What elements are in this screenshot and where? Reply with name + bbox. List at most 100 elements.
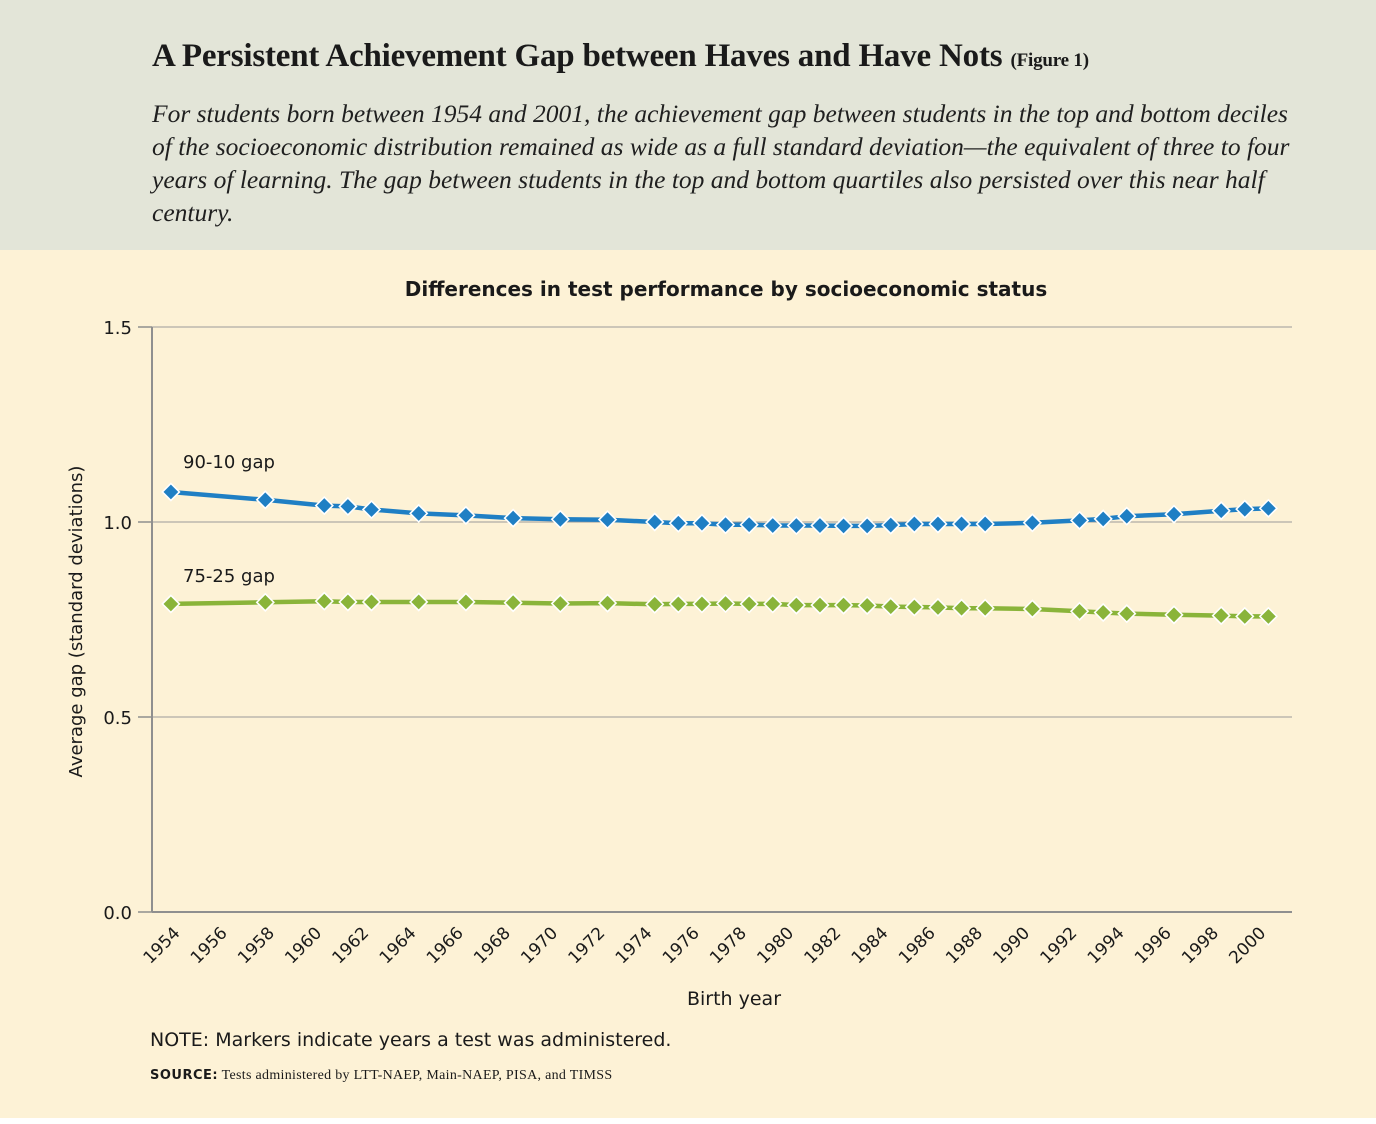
source-label: SOURCE: — [150, 1068, 219, 1083]
data-point — [668, 594, 688, 614]
figure-title-text: A Persistent Achievement Gap between Hav… — [152, 38, 1003, 74]
x-tick-label: 1964 — [376, 923, 421, 968]
data-point — [1117, 604, 1137, 624]
data-point — [503, 508, 523, 528]
data-point — [786, 515, 806, 536]
data-point — [1211, 501, 1231, 521]
data-point — [255, 490, 275, 510]
data-point — [361, 499, 382, 520]
data-point — [763, 594, 783, 614]
data-point — [255, 592, 275, 612]
labels: Differences in test performance by socio… — [66, 277, 1270, 1010]
data-point — [668, 513, 688, 533]
source-text: Tests administered by LTT-NAEP, Main-NAE… — [221, 1068, 613, 1083]
data-point — [833, 595, 854, 615]
data-point — [763, 515, 783, 536]
data-point — [833, 516, 854, 536]
data-point — [881, 596, 901, 617]
chart-note: NOTE: Markers indicate years a test was … — [150, 1029, 672, 1051]
x-tick-label: 1978 — [706, 923, 751, 968]
figure-title: A Persistent Achievement Gap between Hav… — [152, 38, 1332, 75]
x-tick-label: 1974 — [612, 923, 657, 968]
data-point — [161, 594, 181, 614]
data-point — [857, 516, 877, 536]
data-point — [314, 495, 334, 516]
figure-header: A Persistent Achievement Gap between Hav… — [0, 0, 1376, 250]
data-point — [1164, 605, 1184, 625]
x-tick-label: 1996 — [1131, 923, 1176, 968]
data-point — [904, 597, 924, 617]
data-point — [550, 593, 570, 614]
data-point — [1235, 606, 1255, 627]
data-point — [456, 592, 476, 612]
x-tick-label: 1958 — [234, 923, 279, 968]
data-point — [739, 594, 759, 614]
x-tick-label: 1990 — [989, 923, 1034, 968]
data-point — [1164, 504, 1184, 524]
data-point — [550, 509, 570, 529]
series-75-25 — [161, 591, 1279, 627]
chart-panel — [0, 250, 1376, 1118]
data-point — [928, 597, 948, 618]
data-point — [786, 595, 806, 615]
x-tick-label: 1968 — [470, 923, 515, 968]
x-tick-label: 1976 — [659, 923, 704, 968]
data-point — [1022, 599, 1043, 619]
x-tick-label: 1960 — [281, 923, 326, 968]
x-tick-label: 1994 — [1084, 923, 1129, 968]
figure-subtitle: For students born between 1954 and 2001,… — [152, 99, 1290, 227]
data-point — [338, 592, 358, 612]
data-point — [1022, 513, 1043, 533]
x-tick-label: 1966 — [423, 923, 468, 968]
data-point — [857, 595, 877, 616]
x-tick-label: 1982 — [801, 923, 846, 968]
series-90-10 — [161, 482, 1279, 536]
data-point — [928, 514, 948, 534]
data-point — [1235, 499, 1255, 519]
chart-title: Differences in test performance by socio… — [405, 277, 1048, 301]
axes — [138, 326, 1292, 913]
y-tick-label: 0.5 — [103, 708, 132, 729]
series-annotation: 75-25 gap — [183, 566, 275, 587]
x-tick-label: 1954 — [140, 923, 185, 968]
series-layer — [161, 482, 1279, 627]
data-point — [904, 514, 924, 534]
x-tick-label: 1992 — [1037, 923, 1082, 968]
data-point — [338, 496, 358, 517]
data-point — [1093, 509, 1113, 529]
data-point — [692, 594, 712, 614]
x-tick-label: 1962 — [329, 923, 374, 968]
x-tick-label: 1972 — [565, 923, 610, 968]
x-tick-label: 1984 — [848, 923, 893, 968]
x-tick-label: 1980 — [753, 923, 798, 968]
x-tick-label: 1970 — [517, 923, 562, 968]
x-tick-label: 2000 — [1225, 923, 1270, 968]
data-point — [597, 510, 618, 530]
data-point — [810, 515, 830, 536]
data-point — [715, 515, 736, 535]
series-annotation: 90-10 gap — [183, 452, 275, 473]
data-point — [161, 482, 181, 502]
y-tick-label: 1.5 — [103, 318, 132, 339]
y-axis-label: Average gap (standard deviations) — [66, 466, 87, 778]
data-point — [1117, 506, 1137, 526]
x-tick-label: 1998 — [1178, 923, 1223, 968]
data-point — [361, 592, 382, 612]
x-axis-label: Birth year — [687, 988, 781, 1010]
data-point — [810, 595, 830, 615]
figure-label: (Figure 1) — [1010, 50, 1089, 71]
data-point — [645, 594, 665, 614]
data-point — [1258, 606, 1279, 627]
data-point — [456, 505, 476, 526]
data-point — [881, 515, 901, 535]
y-tick-label: 1.0 — [103, 513, 132, 534]
x-tick-label: 1986 — [895, 923, 940, 968]
data-point — [314, 591, 334, 611]
data-point — [951, 598, 972, 618]
data-point — [597, 593, 618, 613]
y-tick-label: 0.0 — [103, 903, 132, 924]
x-tick-label: 1956 — [187, 923, 232, 968]
data-point — [739, 515, 759, 535]
data-point — [975, 598, 995, 618]
